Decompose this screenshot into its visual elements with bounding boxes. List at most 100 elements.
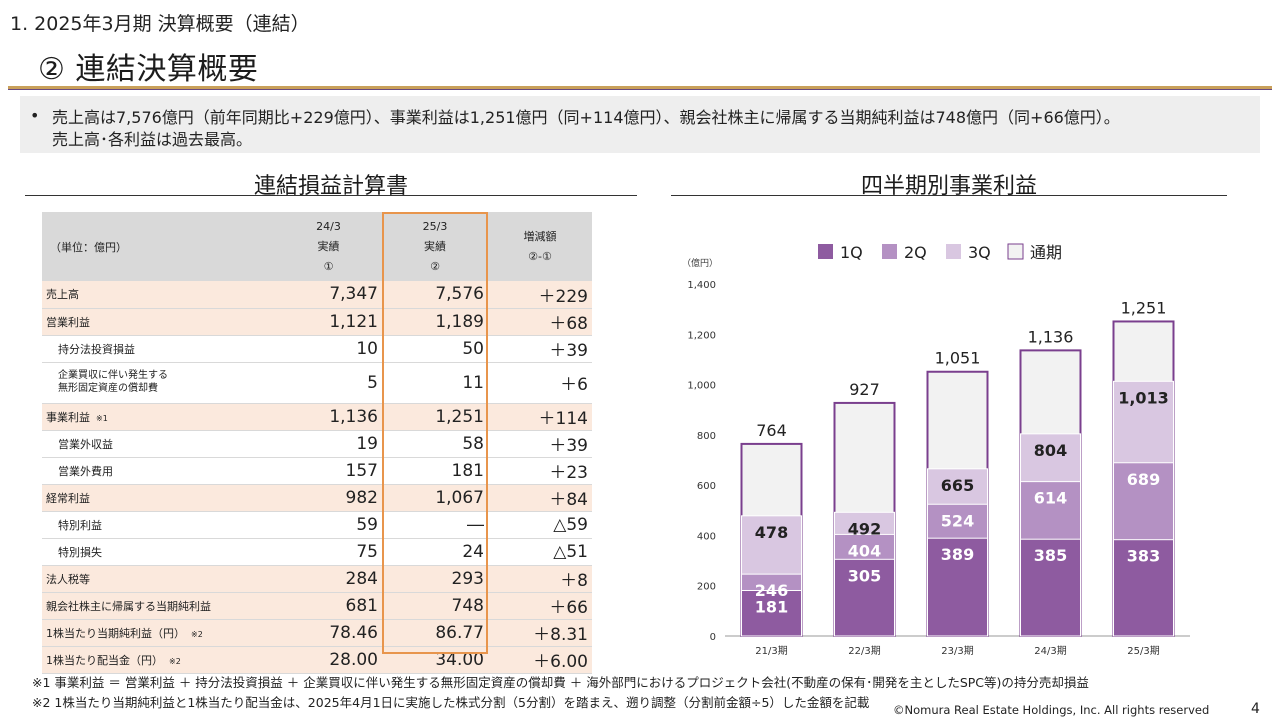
bar-1Q-21/3期 [741,589,802,637]
legend-label: 通期 [1030,243,1062,262]
summary-box: • 売上高は7,576億円（前年同期比+229億円）、事業利益は1,251億円（… [20,96,1260,153]
page-number: 4 [1251,701,1260,717]
row-label-text: 事業利益 [46,410,90,424]
row-label-text: 営業外収益 [58,437,113,451]
income-statement-heading: 連結損益計算書 [253,174,408,199]
bar-1Q-23/3期 [927,537,988,637]
column-period: 25/3 [422,220,448,233]
cell-difference: ＋66 [488,592,592,620]
cell-prev-year: 59 [275,511,382,539]
data-label-total: 927 [849,380,880,399]
cell-current-year: ― [382,511,488,539]
table-row: 1株当たり配当金（円） ※2 28.00 34.00 ＋6.00 [42,646,592,674]
title-divider-accent [8,89,1272,90]
data-label-3Q: 665 [941,476,974,495]
row-label-text: 経常利益 [46,491,90,505]
data-label-total: 1,251 [1121,298,1167,317]
cell-current-year: 7,576 [382,281,488,309]
column-header-current: 25/3 実績 ② [382,212,488,281]
income-statement-table: （単位：億円） 24/3 実績 ① 25/3 実績 ② 増減額 ②-① 売上高 7… [42,212,592,674]
cell-current-year: 293 [382,565,488,593]
table-row: 経常利益 982 1,067 ＋84 [42,484,592,512]
y-tick-label: 600 [697,481,716,492]
row-label-line1: 企業買収に伴い発生する [58,370,168,381]
cell-difference: ＋8.31 [488,619,592,647]
table-header-row: （単位：億円） 24/3 実績 ① 25/3 実績 ② 増減額 ②-① [42,212,592,281]
cell-difference: ＋229 [488,281,592,309]
bar-1Q-24/3期 [1020,538,1081,637]
cell-difference: ＋84 [488,484,592,512]
quarterly-chart-heading: 四半期別事業利益 [860,174,1037,199]
y-tick-label: 200 [697,582,716,593]
row-label-text: 特別損失 [58,545,102,559]
cell-prev-year: 284 [275,565,382,593]
row-label: 特別利益 [42,511,275,539]
column-kind: 実績 [424,240,446,253]
table-row: 事業利益 ※1 1,136 1,251 ＋114 [42,403,592,431]
cell-prev-year: 982 [275,484,382,512]
column-header-prev: 24/3 実績 ① [275,212,382,281]
y-tick-label: 1,200 [687,330,716,341]
cell-current-year: 86.77 [382,619,488,647]
table-row: 法人税等 284 293 ＋8 [42,565,592,593]
column-marker: ② [430,260,440,273]
table-row: 営業利益 1,121 1,189 ＋68 [42,308,592,336]
cell-current-year: 58 [382,430,488,458]
row-label-text: 営業利益 [46,315,90,329]
row-label: 経常利益 [42,484,275,512]
x-tick-label: 25/3期 [1127,645,1159,657]
legend-swatch [1007,243,1024,260]
data-label-3Q: 492 [848,519,881,538]
footnote-1: ※1 事業利益 ＝ 営業利益 ＋ 持分法投資損益 ＋ 企業買収に伴い発生する無形… [32,675,1089,690]
data-label-total: 1,136 [1028,327,1074,346]
row-note-mark: ※2 [169,656,181,666]
cell-difference: ＋39 [488,430,592,458]
table-row: 営業外収益 19 58 ＋39 [42,430,592,458]
data-label-3Q: 1,013 [1118,388,1169,407]
summary-bullet: • [30,106,40,125]
table-row: 企業買収に伴い発生する 無形固定資産の償却費 5 11 ＋6 [42,362,592,404]
table-row: 特別利益 59 ― △59 [42,511,592,539]
cell-difference: ＋6.00 [488,646,592,674]
y-tick-label: 1,000 [687,381,716,392]
table-row: 1株当たり当期純利益（円） ※2 78.46 86.77 ＋8.31 [42,619,592,647]
legend-label: 3Q [968,243,991,262]
x-tick-label: 22/3期 [848,645,880,657]
cell-difference: ＋8 [488,565,592,593]
row-label: 営業外収益 [42,430,275,458]
row-label: 営業外費用 [42,457,275,485]
y-tick-label: 800 [697,431,716,442]
cell-prev-year: 1,136 [275,403,382,431]
cell-prev-year: 1,121 [275,308,382,336]
data-label-1Q: 383 [1127,547,1160,566]
cell-prev-year: 5 [275,362,382,404]
quarterly-business-profit-chart: 1Q 2Q 3Q 通期 （億円） 0 200 400 600 800 1,000 1,200 1,400… [682,243,1190,657]
data-label-total: 764 [756,421,787,440]
cell-prev-year: 157 [275,457,382,485]
column-marker: ① [323,260,334,273]
row-label-text: 1株当たり配当金（円） [46,653,163,667]
row-label-text: 売上高 [46,288,79,302]
row-label-text: 1株当たり当期純利益（円） [46,626,185,640]
data-label-3Q: 478 [755,523,788,542]
cell-difference: ＋114 [488,403,592,431]
table-row: 親会社株主に帰属する当期純利益 681 748 ＋66 [42,592,592,620]
column-marker: ②-① [528,250,552,263]
page-title: ② 連結決算概要 [38,52,259,87]
section-title: 1. 2025年3月期 決算概要（連結） [10,13,310,35]
row-label-text: 持分法投資損益 [58,342,135,356]
data-label-3Q: 804 [1034,441,1067,460]
column-header-diff: 増減額 ②-① [488,212,592,281]
data-label-total: 1,051 [935,349,981,368]
cell-prev-year: 681 [275,592,382,620]
summary-text-line1: 売上高は7,576億円（前年同期比+229億円）、事業利益は1,251億円（同+… [52,108,1120,127]
x-tick-label: 24/3期 [1034,645,1066,657]
y-tick-label: 0 [710,632,716,643]
table-row: 持分法投資損益 10 50 ＋39 [42,335,592,363]
y-tick-label: 400 [697,531,716,542]
summary-text-line2: 売上高･各利益は過去最高。 [52,130,253,149]
data-label-2Q: 246 [755,581,788,600]
row-label: 1株当たり当期純利益（円） ※2 [42,619,275,647]
row-label: 企業買収に伴い発生する 無形固定資産の償却費 [42,362,275,404]
data-label-2Q: 614 [1034,489,1067,508]
